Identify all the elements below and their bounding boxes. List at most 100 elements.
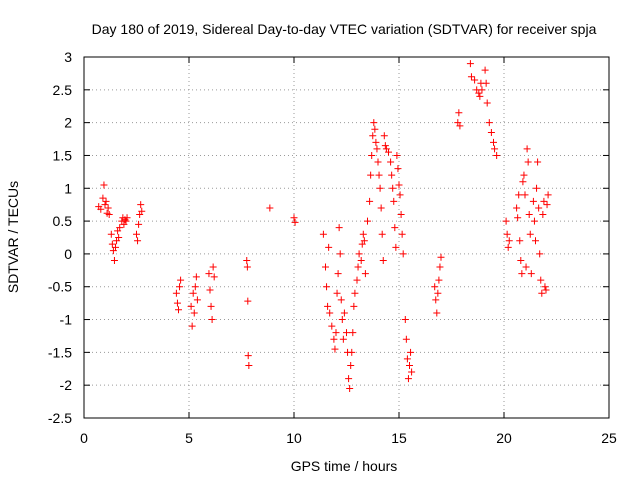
data-point [515,191,523,199]
data-point [330,335,338,343]
y-tick-label: 2 [64,115,72,131]
data-point [542,286,550,294]
data-point [175,306,182,314]
data-point [534,158,542,166]
data-point [391,224,399,232]
data-point [482,79,490,87]
data-point [97,205,105,213]
data-point [364,217,371,225]
data-point [331,345,339,353]
data-point [395,181,403,189]
data-point [513,204,521,212]
data-point [133,230,140,238]
data-point [530,217,538,225]
data-point [370,119,378,127]
data-point [334,270,342,278]
data-point [520,171,528,179]
data-point [376,184,384,192]
data-point [523,145,531,153]
y-tick-label: 1.5 [53,147,73,163]
data-point [535,204,543,212]
data-point [394,165,402,173]
y-axis-label: SDTVAR / TECUs [5,181,21,293]
data-point [353,276,361,284]
data-point [502,217,510,225]
data-point [108,240,116,248]
data-point [116,224,124,232]
data-point [522,263,530,271]
data-point [105,211,113,219]
data-point [539,211,547,219]
data-point [368,151,376,159]
data-point [540,197,548,205]
data-point [433,309,441,317]
data-point [388,171,396,179]
data-point [373,145,381,153]
data-point [351,289,359,297]
x-axis-label: GPS time / hours [291,458,398,474]
data-point [491,145,499,153]
data-point [99,194,107,202]
y-tick-label: 0.5 [53,213,73,229]
data-point [374,158,382,166]
data-point [336,250,344,258]
data-point [434,289,442,297]
data-point [348,348,356,356]
data-point [355,250,363,258]
x-tick-label: 15 [391,430,407,446]
data-point [205,270,213,278]
data-point [378,230,386,238]
data-point [244,297,252,305]
y-tick-label: 2.5 [53,82,73,98]
data-point [503,230,511,238]
data-point [354,263,362,271]
data-point [102,197,110,205]
data-point [475,89,483,97]
data-point [398,230,406,238]
data-point [333,289,341,297]
x-tick-label: 10 [286,430,302,446]
data-point [104,204,112,212]
data-point [393,151,401,159]
data-point [192,273,200,281]
data-point [519,178,527,186]
data-point [436,263,444,271]
data-point [490,138,497,146]
data-point [100,181,108,189]
data-point [138,207,146,215]
data-point [379,256,387,264]
data-point [339,335,347,343]
data-point [521,191,529,199]
data-point [325,243,333,251]
data-point [193,296,201,304]
data-point [112,243,119,251]
data-point [332,329,340,337]
data-point [432,296,440,304]
data-point [343,329,350,337]
data-point [504,243,512,251]
y-tick-label: 3 [64,49,72,65]
y-tick-label: 0 [64,246,72,262]
data-point [243,263,251,271]
data-point [478,86,486,94]
data-point [123,214,131,222]
data-point [402,335,410,343]
data-point [361,270,369,278]
data-point [392,243,400,251]
data-point [208,316,216,324]
data-point [322,263,329,271]
data-point [337,296,345,304]
data-point [245,361,253,369]
data-point [359,230,367,238]
data-point [516,237,524,245]
data-point [537,276,545,284]
x-tick-label: 20 [496,430,512,446]
chart-title: Day 180 of 2019, Sidereal Day-to-day VTE… [92,21,597,37]
data-point [371,125,379,133]
data-point [189,289,197,297]
y-tick-label: -1 [60,312,73,328]
data-point [328,322,336,330]
data-point [266,204,274,212]
data-point [456,122,464,130]
